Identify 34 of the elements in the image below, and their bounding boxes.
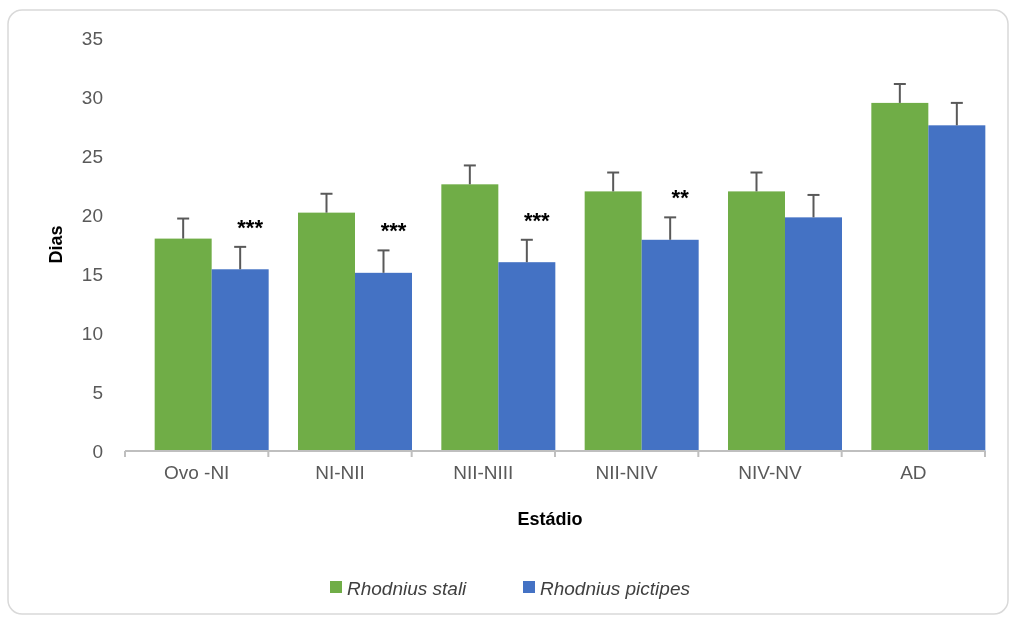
bar: [584, 191, 642, 451]
annotation: ***: [237, 214, 264, 240]
x-tick-label: NI-NII: [315, 462, 365, 483]
bar: [928, 125, 986, 451]
annotation: **: [671, 185, 690, 211]
y-tick-label: 30: [81, 86, 103, 108]
bar: [871, 102, 929, 451]
annotation: ***: [523, 207, 551, 233]
bar: [441, 184, 499, 451]
y-tick-label: 10: [81, 322, 103, 344]
x-tick-label: NII-NIII: [453, 462, 514, 483]
y-tick-label: 25: [81, 145, 103, 167]
x-axis-title: Estádio: [517, 509, 583, 529]
x-tick-label: Ovo -NI: [163, 462, 230, 483]
legend-label: Rhodnius stali: [347, 577, 468, 599]
bar: [641, 239, 699, 451]
y-tick-label: 20: [81, 204, 103, 226]
bar: [154, 238, 212, 451]
y-tick-label: 35: [81, 27, 103, 49]
x-tick-label: AD: [900, 462, 927, 483]
bar: [298, 212, 355, 451]
x-tick-label: NII-NIV: [595, 462, 659, 483]
y-tick-label: 15: [81, 263, 103, 285]
bar: [785, 217, 842, 451]
x-tick-label: NIV-NV: [738, 462, 802, 483]
y-tick-label: 0: [92, 440, 103, 462]
y-axis-title: Dias: [46, 225, 66, 264]
legend-label: Rhodnius pictipes: [540, 577, 691, 599]
bar: [728, 191, 785, 451]
bar: [355, 272, 412, 451]
annotation: ***: [380, 218, 407, 244]
bar: [498, 262, 556, 451]
y-tick-label: 5: [92, 381, 103, 403]
bar: [211, 269, 269, 451]
